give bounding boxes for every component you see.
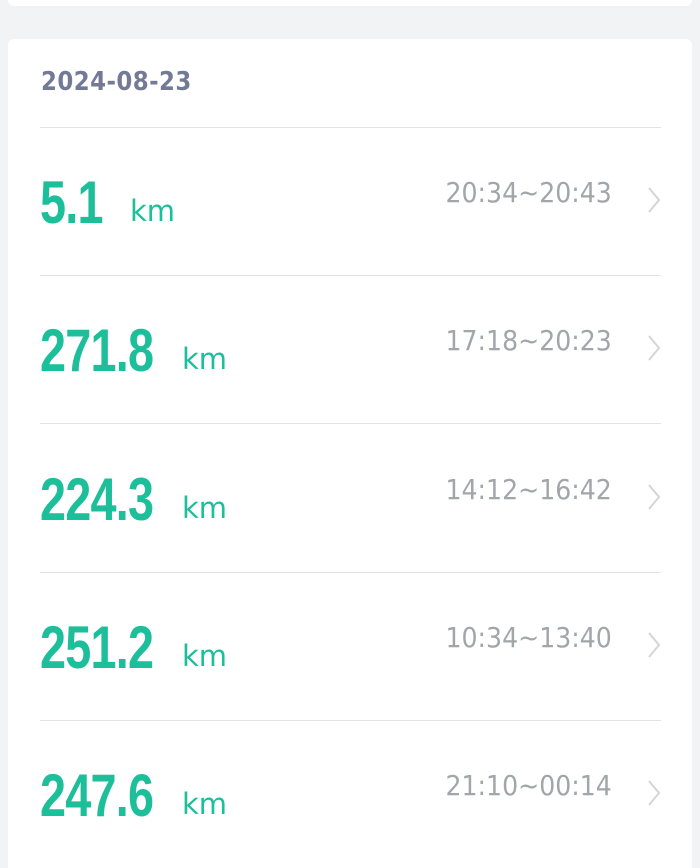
divider — [40, 275, 661, 276]
trip-time-range: 21:10~00:14 — [445, 769, 612, 803]
trip-distance: 251.2 — [40, 613, 154, 681]
trip-time-range: 10:34~13:40 — [445, 620, 612, 654]
divider — [40, 571, 661, 573]
chevron-right-icon — [648, 187, 661, 213]
trip-time-range: 20:34~20:43 — [445, 176, 612, 209]
divider — [40, 423, 661, 425]
distance-unit: km — [130, 194, 176, 228]
trip-distance: 5.1 — [40, 169, 104, 236]
date-heading: 2024-08-23 — [41, 67, 192, 97]
trip-time-range: 14:12~16:42 — [445, 472, 612, 506]
chevron-right-icon — [648, 335, 661, 361]
distance-unit: km — [182, 787, 228, 822]
chevron-right-icon — [648, 632, 661, 658]
divider — [40, 127, 661, 128]
trip-row[interactable]: 271.8 km 17:18~20:23 — [40, 276, 661, 423]
trip-distance: 271.8 — [40, 317, 154, 385]
distance-unit: km — [182, 342, 228, 377]
trip-row[interactable]: 251.2 km 10:34~13:40 — [40, 573, 661, 720]
previous-card — [8, 0, 692, 6]
trip-distance: 247.6 — [40, 762, 154, 830]
trip-day-card: 2024-08-23 5.1 km 20:34~20:43 271.8 km 17:18~… — [8, 39, 692, 868]
trip-row[interactable]: 247.6 km 21:10~00:14 — [40, 721, 661, 868]
divider — [40, 719, 661, 721]
chevron-right-icon — [648, 483, 661, 510]
trip-row[interactable]: 5.1 km 20:34~20:43 — [40, 128, 661, 275]
distance-unit: km — [182, 490, 228, 525]
trip-distance: 224.3 — [40, 465, 154, 533]
trip-row[interactable]: 224.3 km 14:12~16:42 — [40, 425, 661, 572]
trip-time-range: 17:18~20:23 — [445, 324, 612, 358]
distance-unit: km — [182, 638, 228, 673]
chevron-right-icon — [648, 780, 661, 806]
